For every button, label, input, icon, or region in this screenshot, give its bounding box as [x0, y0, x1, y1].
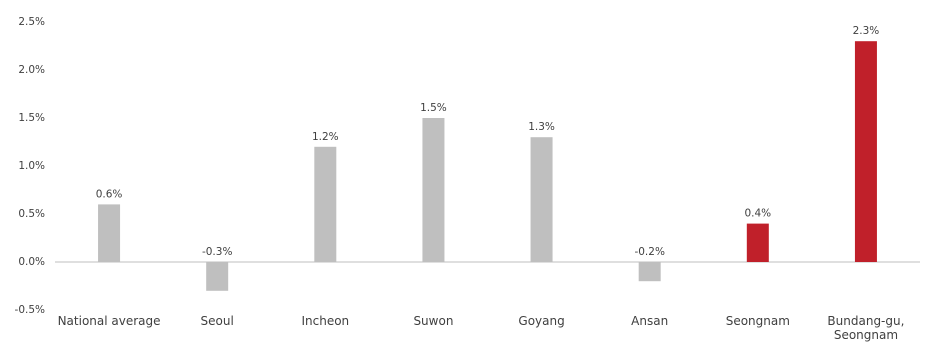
y-tick-label: 1.0% — [18, 160, 45, 172]
x-tick-label: Incheon — [301, 314, 350, 328]
data-label: 0.4% — [744, 208, 771, 220]
y-tick-label: 1.5% — [18, 112, 45, 124]
y-tick-label: 2.0% — [18, 64, 45, 76]
bar — [314, 146, 337, 262]
x-tick-label: Seoul — [200, 314, 234, 328]
y-tick-label: 0.5% — [18, 208, 45, 220]
x-tick-label: Suwon — [413, 314, 454, 328]
data-label: 1.5% — [420, 102, 447, 114]
x-tick-label: Bundang-gu, Seongnam — [827, 314, 905, 342]
y-tick-label: -0.5% — [15, 304, 45, 316]
bar — [206, 262, 229, 291]
bar — [98, 204, 121, 262]
bar — [530, 137, 553, 262]
data-label: 1.3% — [528, 121, 555, 133]
data-label: 0.6% — [96, 188, 123, 200]
bar — [638, 262, 661, 282]
data-label: 2.3% — [853, 25, 880, 37]
bar — [422, 118, 445, 262]
x-tick-label: National average — [57, 314, 161, 328]
y-tick-label: 0.0% — [18, 256, 45, 268]
data-label: 1.2% — [312, 131, 339, 143]
bar — [854, 41, 877, 263]
data-label: -0.3% — [202, 246, 232, 258]
x-tick-label: Goyang — [518, 314, 565, 328]
x-tick-label: Seongnam — [725, 314, 790, 328]
y-tick-label: 2.5% — [18, 16, 45, 28]
data-label: -0.2% — [634, 246, 664, 258]
bar — [746, 223, 769, 262]
x-tick-label: Ansan — [631, 314, 669, 328]
